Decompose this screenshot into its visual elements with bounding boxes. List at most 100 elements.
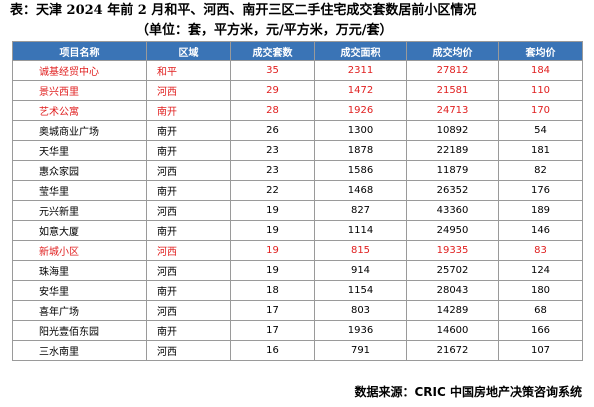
cell-avg-price: 21581: [406, 80, 499, 101]
cell-district: 南开: [146, 320, 231, 341]
cell-district: 南开: [146, 280, 231, 301]
cell-avg-price: 21672: [406, 340, 499, 361]
data-source-note: 数据来源：CRIC 中国房地产决策咨询系统: [354, 385, 583, 399]
cell-district: 南开: [146, 140, 231, 161]
table-row: 天华里 南开 23 1878 22189 181: [12, 140, 583, 161]
cell-units: 17: [230, 320, 315, 341]
cell-district: 河西: [146, 340, 231, 361]
cell-units: 17: [230, 300, 315, 321]
cell-unit-price: 82: [498, 160, 583, 181]
cell-district: 南开: [146, 120, 231, 141]
cell-project-name: 喜年广场: [12, 300, 147, 321]
cell-unit-price: 146: [498, 220, 583, 241]
cell-unit-price: 124: [498, 260, 583, 281]
cell-avg-price: 24713: [406, 100, 499, 121]
table-row: 诚基经贸中心 和平 35 2311 27812 184: [12, 60, 583, 81]
table-row: 安华里 南开 18 1154 28043 180: [12, 280, 583, 301]
cell-avg-price: 28043: [406, 280, 499, 301]
column-header-name: 项目名称: [12, 41, 147, 61]
cell-units: 23: [230, 160, 315, 181]
cell-unit-price: 68: [498, 300, 583, 321]
table-row: 莹华里 南开 22 1468 26352 176: [12, 180, 583, 201]
table-row: 艺术公寓 南开 28 1926 24713 170: [12, 100, 583, 121]
cell-district: 河西: [146, 240, 231, 261]
cell-project-name: 惠众家园: [12, 160, 147, 181]
cell-area: 1114: [314, 220, 407, 241]
table-row: 珠海里 河西 19 914 25702 124: [12, 260, 583, 281]
table-row: 三水南里 河西 16 791 21672 107: [12, 340, 583, 361]
cell-area: 1936: [314, 320, 407, 341]
cell-district: 和平: [146, 60, 231, 81]
table-row: 景兴西里 河西 29 1472 21581 110: [12, 80, 583, 101]
cell-project-name: 新城小区: [12, 240, 147, 261]
cell-units: 28: [230, 100, 315, 121]
cell-area: 1154: [314, 280, 407, 301]
cell-project-name: 诚基经贸中心: [12, 60, 147, 81]
cell-avg-price: 10892: [406, 120, 499, 141]
cell-avg-price: 14600: [406, 320, 499, 341]
cell-area: 1472: [314, 80, 407, 101]
cell-avg-price: 27812: [406, 60, 499, 81]
cell-unit-price: 54: [498, 120, 583, 141]
cell-units: 16: [230, 340, 315, 361]
cell-project-name: 安华里: [12, 280, 147, 301]
header-row: 项目名称 区域 成交套数 成交面积 成交均价 套均价: [12, 41, 583, 61]
cell-district: 河西: [146, 300, 231, 321]
cell-units: 35: [230, 60, 315, 81]
cell-district: 南开: [146, 100, 231, 121]
table-body: 诚基经贸中心 和平 35 2311 27812 184 景兴西里 河西 29 1472 21581 1…: [12, 60, 583, 361]
cell-unit-price: 176: [498, 180, 583, 201]
cell-units: 19: [230, 260, 315, 281]
cell-unit-price: 83: [498, 240, 583, 261]
cell-units: 19: [230, 220, 315, 241]
cell-avg-price: 24950: [406, 220, 499, 241]
table-header: 项目名称 区域 成交套数 成交面积 成交均价 套均价: [12, 41, 583, 61]
cell-unit-price: 110: [498, 80, 583, 101]
cell-district: 南开: [146, 180, 231, 201]
cell-area: 791: [314, 340, 407, 361]
cell-project-name: 如意大厦: [12, 220, 147, 241]
cell-area: 827: [314, 200, 407, 221]
cell-project-name: 元兴新里: [12, 200, 147, 221]
cell-avg-price: 14289: [406, 300, 499, 321]
column-header-avg-price: 成交均价: [406, 41, 499, 61]
cell-units: 23: [230, 140, 315, 161]
table-row: 元兴新里 河西 19 827 43360 189: [12, 200, 583, 221]
cell-area: 1926: [314, 100, 407, 121]
cell-area: 803: [314, 300, 407, 321]
cell-unit-price: 107: [498, 340, 583, 361]
transactions-table: 项目名称 区域 成交套数 成交面积 成交均价 套均价 诚基经贸中心 和平 35 231…: [12, 41, 583, 361]
cell-unit-price: 170: [498, 100, 583, 121]
cell-area: 1468: [314, 180, 407, 201]
table-row: 阳光壹佰东园 南开 17 1936 14600 166: [12, 320, 583, 341]
cell-project-name: 奥城商业广场: [12, 120, 147, 141]
cell-project-name: 阳光壹佰东园: [12, 320, 147, 341]
cell-avg-price: 22189: [406, 140, 499, 161]
cell-project-name: 珠海里: [12, 260, 147, 281]
cell-unit-price: 184: [498, 60, 583, 81]
table-row: 喜年广场 河西 17 803 14289 68: [12, 300, 583, 321]
column-header-district: 区域: [146, 41, 231, 61]
cell-district: 南开: [146, 220, 231, 241]
column-header-area: 成交面积: [314, 41, 407, 61]
table-title: 表：天津 2024 年前 2 月和平、河西、南开三区二手住宅成交套数居前小区情况: [10, 3, 477, 18]
table-row: 惠众家园 河西 23 1586 11879 82: [12, 160, 583, 181]
cell-project-name: 艺术公寓: [12, 100, 147, 121]
cell-unit-price: 166: [498, 320, 583, 341]
cell-project-name: 三水南里: [12, 340, 147, 361]
cell-area: 1300: [314, 120, 407, 141]
cell-avg-price: 43360: [406, 200, 499, 221]
cell-area: 815: [314, 240, 407, 261]
cell-area: 2311: [314, 60, 407, 81]
cell-units: 29: [230, 80, 315, 101]
cell-avg-price: 19335: [406, 240, 499, 261]
table-subtitle: （单位：套，平方米，元/平方米，万元/套）: [136, 23, 393, 38]
cell-area: 1878: [314, 140, 407, 161]
cell-avg-price: 26352: [406, 180, 499, 201]
cell-units: 22: [230, 180, 315, 201]
cell-project-name: 景兴西里: [12, 80, 147, 101]
cell-units: 18: [230, 280, 315, 301]
table-row: 如意大厦 南开 19 1114 24950 146: [12, 220, 583, 241]
column-header-unit-price: 套均价: [498, 41, 583, 61]
cell-district: 河西: [146, 160, 231, 181]
